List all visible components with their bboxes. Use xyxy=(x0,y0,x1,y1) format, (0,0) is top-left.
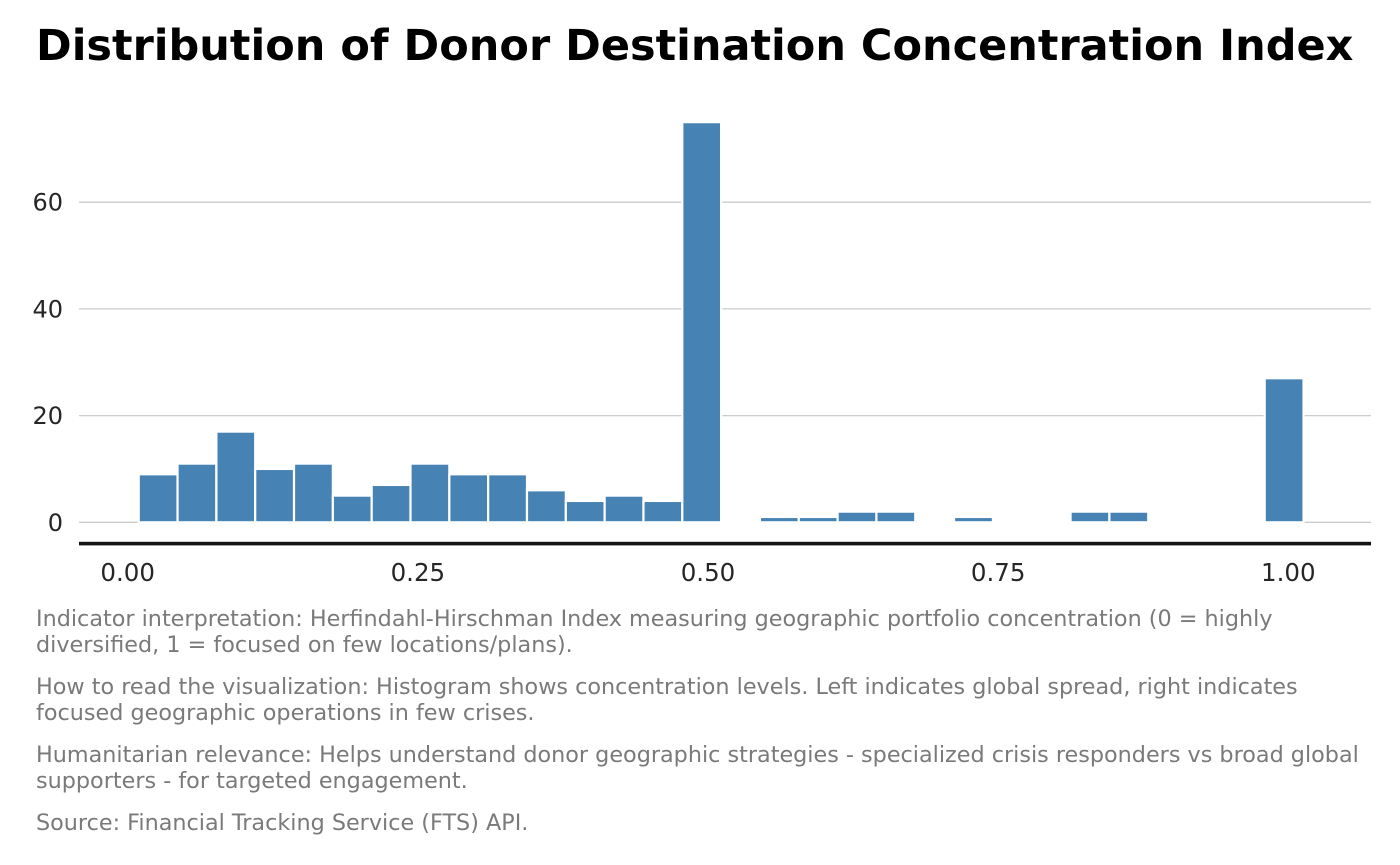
histogram-bar xyxy=(176,462,218,524)
x-tick-label: 1.00 xyxy=(1261,558,1316,587)
histogram-bar xyxy=(952,515,995,524)
histogram-bar xyxy=(603,494,645,524)
histogram-bar xyxy=(836,510,878,524)
y-tick-label: 40 xyxy=(32,295,63,323)
notes-block: Indicator interpretation: Herfindahl-Hir… xyxy=(36,606,1372,852)
x-axis-spine xyxy=(79,541,1371,546)
histogram-bar xyxy=(487,473,529,524)
histogram-bar xyxy=(1263,377,1305,524)
histogram-bar xyxy=(137,473,179,524)
y-tick-label: 20 xyxy=(32,402,63,430)
note-indicator-interpretation: Indicator interpretation: Herfindahl-Hir… xyxy=(36,606,1273,658)
histogram-bar xyxy=(875,510,917,524)
histogram-bar xyxy=(525,489,567,524)
x-tick-label: 0.00 xyxy=(100,558,155,587)
histogram-bar xyxy=(681,121,723,524)
histogram-plot: 0.00 0.25 0.50 0.75 1.00 0 20 40 60 xyxy=(32,121,1371,587)
x-tick-label: 0.75 xyxy=(971,558,1026,587)
histogram-bar xyxy=(564,499,606,524)
x-tick-label: 0.25 xyxy=(391,558,446,587)
histogram-bar xyxy=(642,499,684,524)
histogram-bar xyxy=(331,494,373,524)
histogram-bar xyxy=(215,430,257,524)
x-tick-label: 0.50 xyxy=(681,558,736,587)
chart-title: Distribution of Donor Destination Concen… xyxy=(36,21,1354,71)
histogram-bar xyxy=(370,483,412,524)
note-humanitarian-relevance: Humanitarian relevance: Helps understand… xyxy=(36,742,1359,794)
histogram-bar xyxy=(292,462,334,524)
y-tick-label: 60 xyxy=(32,189,63,217)
histogram-bar xyxy=(1069,510,1111,524)
histogram-bar xyxy=(1108,510,1150,524)
histogram-bar xyxy=(758,515,800,524)
note-source: Source: Financial Tracking Service (FTS)… xyxy=(36,810,529,836)
histogram-bar xyxy=(254,467,296,524)
histogram-bar xyxy=(409,462,451,524)
y-tick-label: 0 xyxy=(48,509,63,537)
histogram-bar xyxy=(448,473,490,524)
histogram-bar xyxy=(797,515,839,524)
note-how-to-read: How to read the visualization: Histogram… xyxy=(36,674,1298,726)
